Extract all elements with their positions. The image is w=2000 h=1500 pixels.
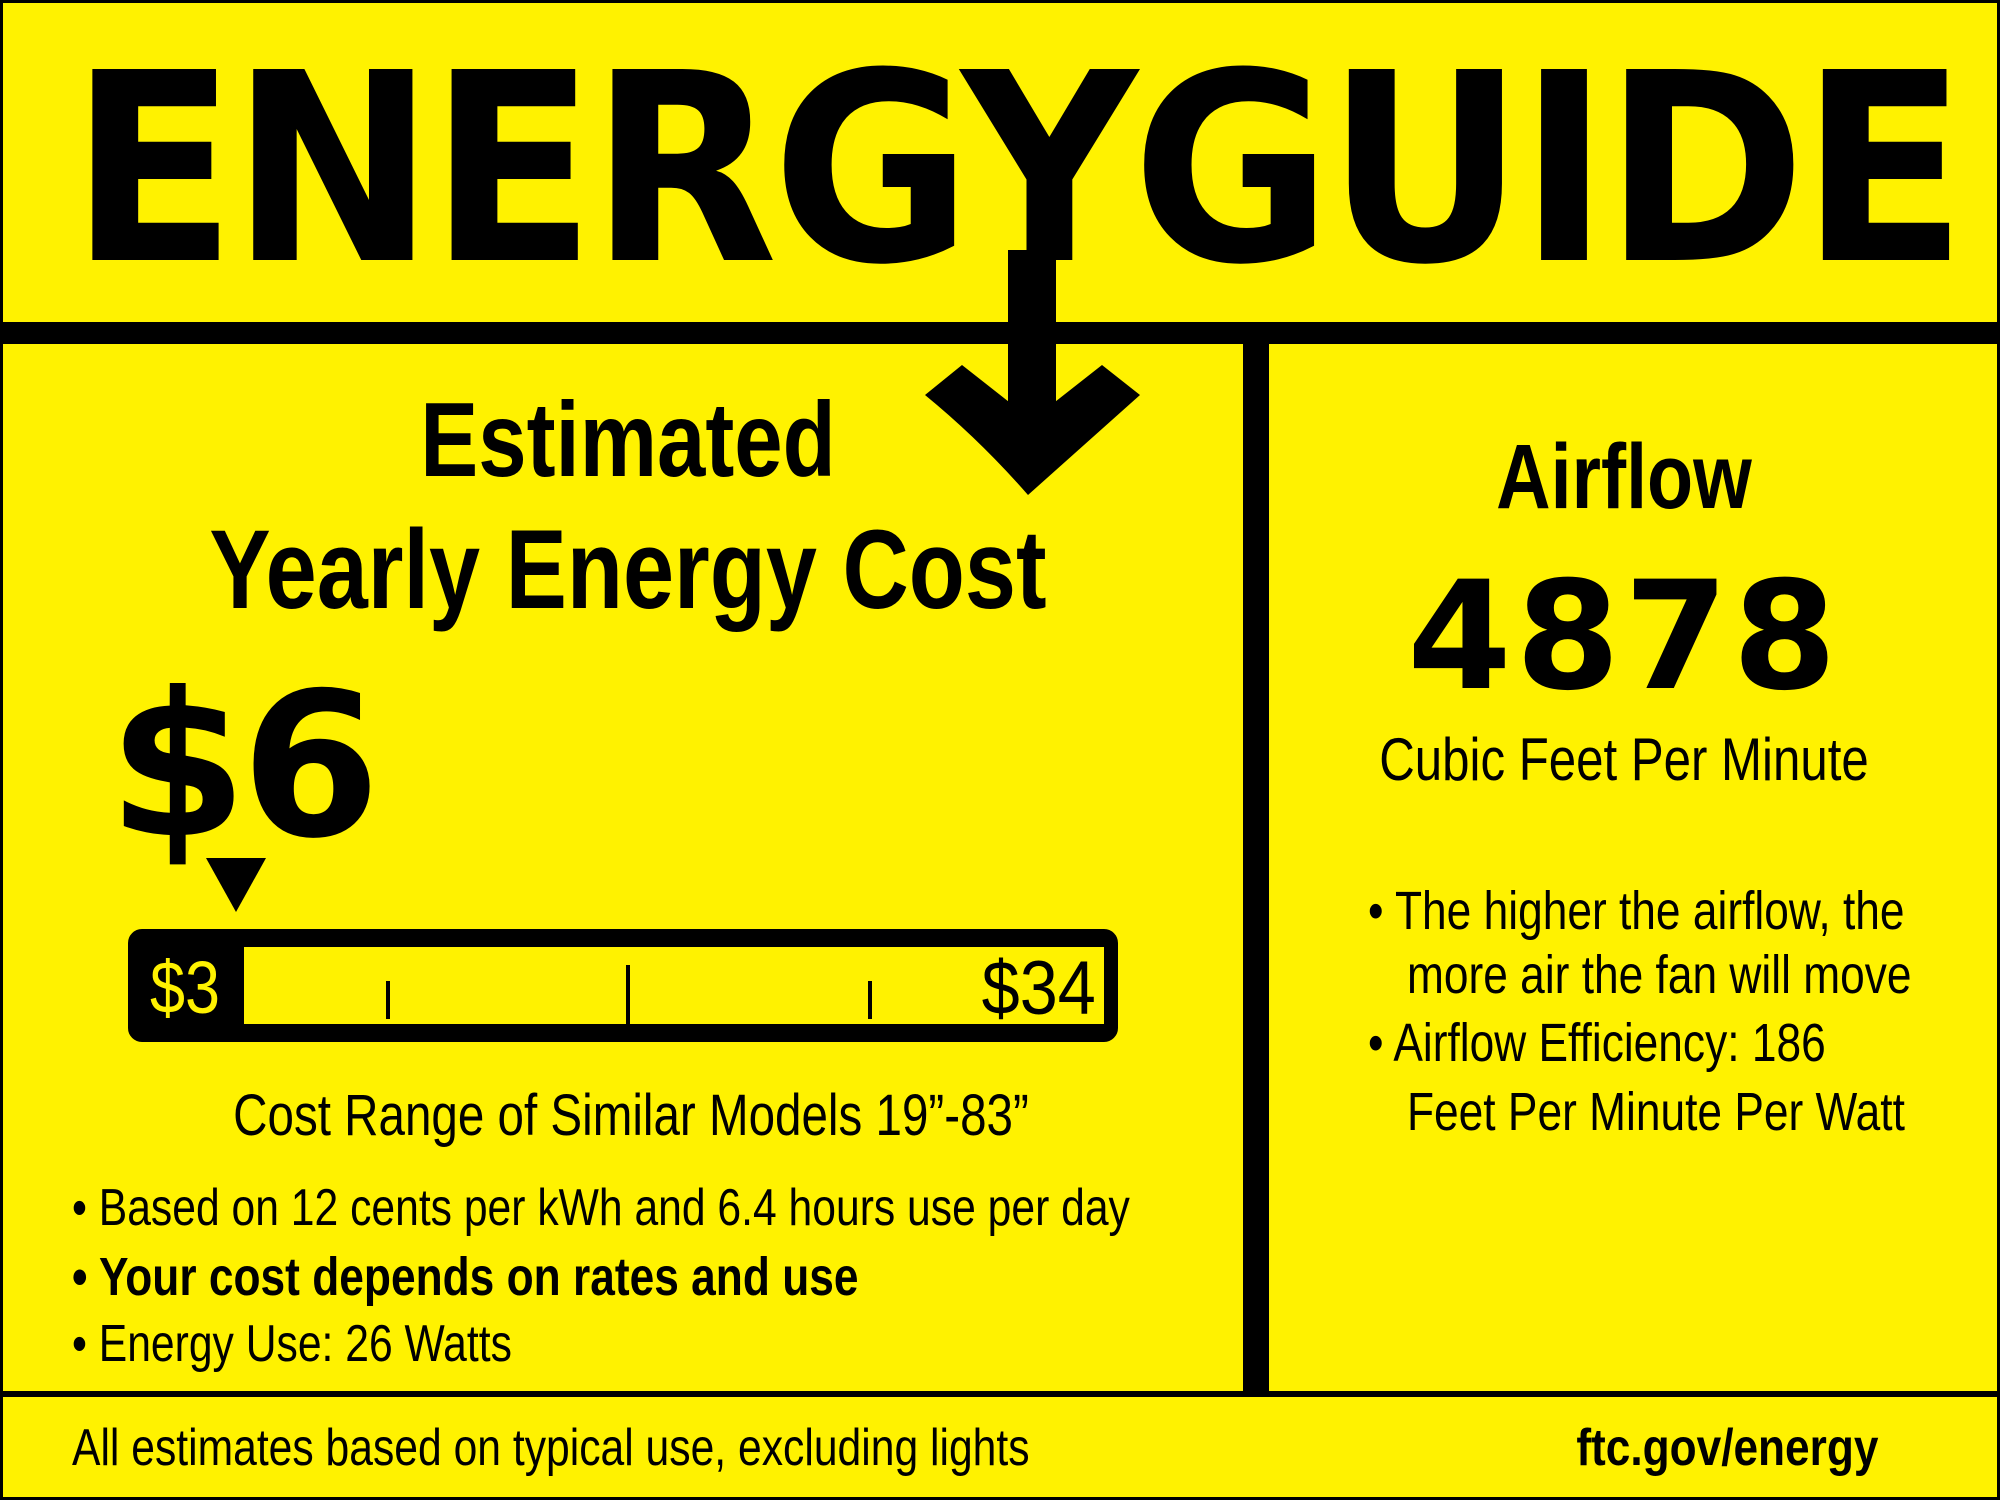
cost-heading-line1: Estimated xyxy=(420,381,836,499)
airflow-bullet-cont: Feet Per Minute Per Watt xyxy=(1407,1082,1905,1142)
ftc-link[interactable]: ftc.gov/energy xyxy=(1575,1419,1878,1477)
airflow-bullet: • The higher the airflow, the xyxy=(1368,881,1905,941)
airflow-unit: Cubic Feet Per Minute xyxy=(1379,726,1869,793)
cost-bullet: • Based on 12 cents per kWh and 6.4 hour… xyxy=(72,1179,1130,1237)
cost-marker-triangle xyxy=(206,858,266,912)
cost-heading-line2: Yearly Energy Cost xyxy=(209,507,1047,632)
cost-range-caption: Cost Range of Similar Models 19”-83” xyxy=(233,1083,1029,1148)
range-tick xyxy=(386,981,390,1019)
airflow-bullet-cont: more air the fan will move xyxy=(1407,945,1912,1005)
cost-range-track xyxy=(244,947,1104,1027)
airflow-heading: Airflow xyxy=(1496,426,1752,528)
arrow-down-icon xyxy=(925,250,1140,495)
airflow-value: 4878 xyxy=(1407,550,1841,724)
cost-bullet: • Energy Use: 26 Watts xyxy=(72,1315,512,1373)
range-min: $3 xyxy=(150,946,220,1029)
header-divider xyxy=(0,322,2000,344)
yearly-cost-value: $6 xyxy=(108,650,380,883)
cost-range-bar: $3 $34 xyxy=(128,929,1118,1042)
range-tick xyxy=(626,965,630,1027)
range-tick xyxy=(868,981,872,1019)
footer-divider xyxy=(0,1391,2000,1397)
range-max: $34 xyxy=(981,946,1096,1031)
column-divider xyxy=(1243,330,1269,1395)
footer-note: All estimates based on typical use, excl… xyxy=(72,1419,1030,1477)
airflow-bullet: • Airflow Efficiency: 186 xyxy=(1368,1013,1826,1073)
cost-bullet-bold: • Your cost depends on rates and use xyxy=(72,1247,859,1307)
